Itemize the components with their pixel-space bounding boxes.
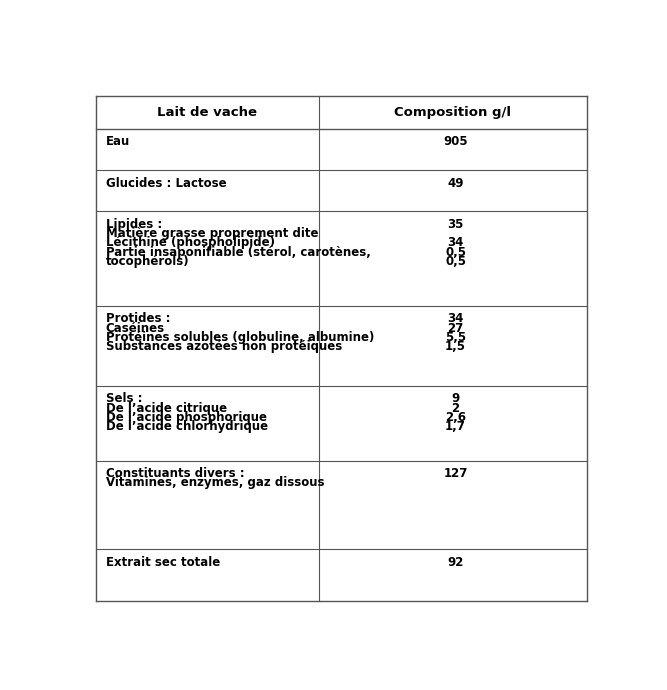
Text: Sels :: Sels : [105,393,142,406]
Text: Protides :: Protides : [105,313,170,325]
Text: 905: 905 [444,135,468,148]
Text: De l’acide citrique: De l’acide citrique [105,402,227,415]
Text: 49: 49 [448,177,464,190]
Text: 34: 34 [448,237,464,250]
Text: 1,5: 1,5 [445,340,466,353]
Text: Matière grasse proprement dite: Matière grasse proprement dite [105,227,318,240]
Text: 2: 2 [452,402,460,415]
Text: 0,5: 0,5 [445,255,466,268]
Text: 1,7: 1,7 [445,420,466,433]
Text: Partie insaponifiable (stérol, carotènes,: Partie insaponifiable (stérol, carotènes… [105,246,370,259]
Text: Vitamines, enzymes, gaz dissous: Vitamines, enzymes, gaz dissous [105,476,324,489]
Text: 127: 127 [444,467,468,480]
Text: Glucides : Lactose: Glucides : Lactose [105,177,226,190]
Text: 9: 9 [452,393,460,406]
Text: Lipides :: Lipides : [105,218,162,231]
Text: 34: 34 [448,313,464,325]
Text: 27: 27 [448,322,464,335]
Text: De l’acide chlorhydrique: De l’acide chlorhydrique [105,420,267,433]
Text: Composition g/l: Composition g/l [394,106,512,119]
Text: tocophérols): tocophérols) [105,255,189,268]
Text: Constituants divers :: Constituants divers : [105,467,244,480]
Text: Lait de vache: Lait de vache [157,106,257,119]
Text: 0,5: 0,5 [445,246,466,259]
Text: Extrait sec totale: Extrait sec totale [105,555,220,569]
Text: Eau: Eau [105,135,130,148]
Text: 2,6: 2,6 [445,411,466,424]
Text: Substances azotées non protéiques: Substances azotées non protéiques [105,340,342,353]
Text: Caséines: Caséines [105,322,165,335]
Text: De l’acide phosphorique: De l’acide phosphorique [105,411,267,424]
Text: 5,5: 5,5 [445,331,466,344]
Text: Protéines solubles (globuline, albumine): Protéines solubles (globuline, albumine) [105,331,374,344]
Text: 92: 92 [448,555,464,569]
Text: Lécithine (phospholipide): Lécithine (phospholipide) [105,237,275,250]
Text: 35: 35 [448,218,464,231]
